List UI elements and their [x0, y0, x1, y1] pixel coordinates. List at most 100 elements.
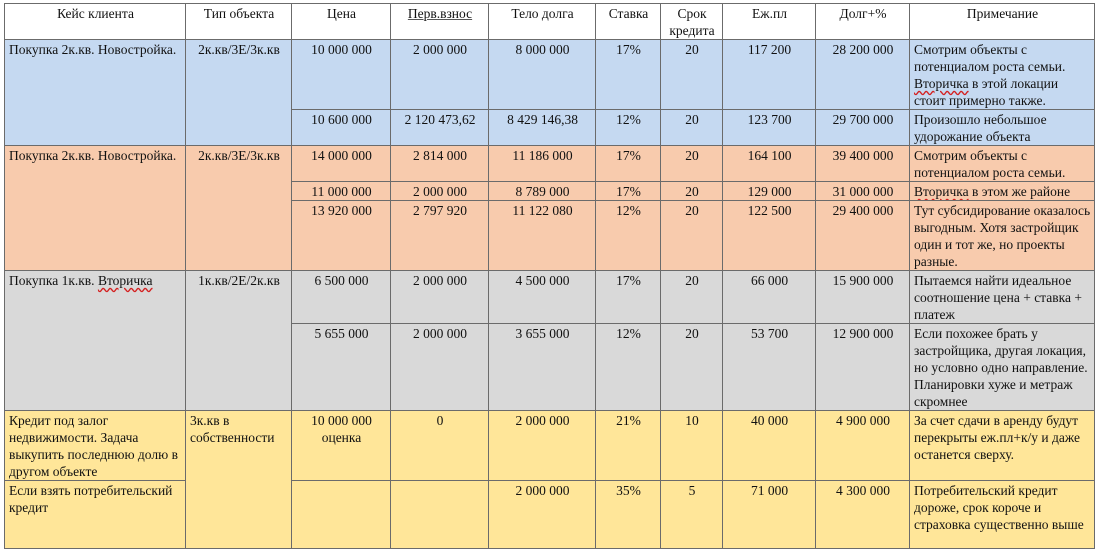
rate-cell: 21%: [595, 410, 661, 481]
note-cell: Смотрим объекты с потенциалом роста семь…: [909, 39, 1095, 110]
header-case: Кейс клиента: [4, 3, 186, 40]
rate-cell: 17%: [595, 270, 661, 324]
monthly-payment-cell: 40 000: [722, 410, 816, 481]
monthly-payment-cell: 129 000: [722, 181, 816, 201]
header-monthly-payment: Еж.пл: [722, 3, 816, 40]
note-cell: Произошло небольшое удорожание объекта: [909, 109, 1095, 146]
note-underlined-word: Вторичка: [914, 76, 969, 91]
monthly-payment-cell: 117 200: [722, 39, 816, 110]
case-cell: Если взять потребительский кредит: [4, 480, 186, 549]
note-cell: Тут субсидирование оказалось выгодным. Х…: [909, 200, 1095, 271]
rate-cell: 17%: [595, 145, 661, 182]
term-cell: 20: [660, 109, 723, 146]
note-underlined-word: Вторичка: [914, 184, 969, 199]
price-cell: 5 655 000: [291, 323, 391, 411]
down-payment-cell: 2 814 000: [390, 145, 489, 182]
price-cell: 6 500 000: [291, 270, 391, 324]
total-debt-cell: 4 900 000: [815, 410, 910, 481]
loan-body-cell: 2 000 000: [488, 410, 596, 481]
case-text: Покупка 1к.кв.: [9, 273, 98, 288]
table-row: Если взять потребительский кредит 2 000 …: [4, 480, 1095, 549]
loan-body-cell: 8 429 146,38: [488, 109, 596, 146]
header-total-debt: Долг+%: [815, 3, 910, 40]
total-debt-cell: 15 900 000: [815, 270, 910, 324]
note-cell: Пытаемся найти идеальное соотношение цен…: [909, 270, 1095, 324]
term-cell: 5: [660, 480, 723, 549]
down-payment-cell: 0: [390, 410, 489, 481]
rate-cell: 35%: [595, 480, 661, 549]
total-debt-cell: 29 700 000: [815, 109, 910, 146]
term-cell: 20: [660, 200, 723, 271]
note-text: в этом же районе: [968, 184, 1071, 199]
price-cell: [291, 480, 391, 549]
down-payment-cell: [390, 480, 489, 549]
loan-cases-table: Кейс клиента Тип объекта Цена Перв.взнос…: [4, 3, 1095, 549]
case-cell: Покупка 2к.кв. Новостройка.: [4, 145, 186, 271]
type-cell: 2к.кв/3Е/3к.кв: [185, 39, 292, 146]
price-cell: 10 000 000: [291, 39, 391, 110]
total-debt-cell: 29 400 000: [815, 200, 910, 271]
table-row: Кредит под залог недвижимости. Задача вы…: [4, 410, 1095, 549]
header-loan-body: Тело долга: [488, 3, 596, 40]
header-rate: Ставка: [595, 3, 661, 40]
header-row: Кейс клиента Тип объекта Цена Перв.взнос…: [4, 3, 1095, 40]
monthly-payment-cell: 122 500: [722, 200, 816, 271]
table-row: Покупка 1к.кв. Вторичка 1к.кв/2Е/2к.кв 6…: [4, 270, 1095, 411]
total-debt-cell: 12 900 000: [815, 323, 910, 411]
total-debt-cell: 4 300 000: [815, 480, 910, 549]
note-cell: Вторичка в этом же районе: [909, 181, 1095, 201]
monthly-payment-cell: 164 100: [722, 145, 816, 182]
loan-body-cell: 4 500 000: [488, 270, 596, 324]
header-term: Срок кредита: [660, 3, 723, 40]
monthly-payment-cell: 123 700: [722, 109, 816, 146]
case-cell: Покупка 1к.кв. Вторичка: [4, 270, 186, 411]
term-cell: 10: [660, 410, 723, 481]
note-cell: Потребительский кредит дороже, срок коро…: [909, 480, 1095, 549]
monthly-payment-cell: 53 700: [722, 323, 816, 411]
note-text: в этой локации стоит примерно также.: [914, 76, 1059, 108]
term-cell: 20: [660, 145, 723, 182]
total-debt-cell: 28 200 000: [815, 39, 910, 110]
note-cell: За счет сдачи в аренду будут перекрыты е…: [909, 410, 1095, 481]
type-cell: 2к.кв/3Е/3к.кв: [185, 145, 292, 271]
down-payment-cell: 2 120 473,62: [390, 109, 489, 146]
note-cell: Если похожее брать у застройщика, другая…: [909, 323, 1095, 411]
header-price: Цена: [291, 3, 391, 40]
note-cell: Смотрим объекты с потенциалом роста семь…: [909, 145, 1095, 182]
loan-body-cell: 8 000 000: [488, 39, 596, 110]
rate-cell: 12%: [595, 200, 661, 271]
down-payment-cell: 2 000 000: [390, 39, 489, 110]
down-payment-cell: 2 000 000: [390, 323, 489, 411]
term-cell: 20: [660, 270, 723, 324]
type-cell: 1к.кв/2Е/2к.кв: [185, 270, 292, 411]
total-debt-cell: 31 000 000: [815, 181, 910, 201]
total-debt-cell: 39 400 000: [815, 145, 910, 182]
case-underlined-word: Вторичка: [97, 273, 153, 288]
case-cell: Покупка 2к.кв. Новостройка.: [4, 39, 186, 146]
table-row: 10 600 000 2 120 473,62 8 429 146,38 12%…: [4, 109, 1095, 146]
header-note: Примечание: [909, 3, 1095, 40]
monthly-payment-cell: 71 000: [722, 480, 816, 549]
price-cell: 10 000 000 оценка: [291, 410, 391, 481]
type-cell: 3к.кв в собственности: [185, 410, 292, 549]
down-payment-cell: 2 000 000: [390, 181, 489, 201]
note-text: Смотрим объекты с потенциалом роста семь…: [914, 42, 1066, 74]
loan-body-cell: 3 655 000: [488, 323, 596, 411]
term-cell: 20: [660, 181, 723, 201]
case-cell: Кредит под залог недвижимости. Задача вы…: [4, 410, 186, 481]
table-row: Покупка 2к.кв. Новостройка. 2к.кв/3Е/3к.…: [4, 39, 1095, 146]
term-cell: 20: [660, 323, 723, 411]
price-cell: 10 600 000: [291, 109, 391, 146]
price-cell: 11 000 000: [291, 181, 391, 201]
down-payment-cell: 2 797 920: [390, 200, 489, 271]
rate-cell: 12%: [595, 109, 661, 146]
table-row: 13 920 000 2 797 920 11 122 080 12% 20 1…: [4, 200, 1095, 271]
header-down-payment: Перв.взнос: [390, 3, 489, 40]
header-type: Тип объекта: [185, 3, 292, 40]
loan-body-cell: 2 000 000: [488, 480, 596, 549]
loan-body-cell: 11 122 080: [488, 200, 596, 271]
monthly-payment-cell: 66 000: [722, 270, 816, 324]
rate-cell: 17%: [595, 39, 661, 110]
loan-body-cell: 11 186 000: [488, 145, 596, 182]
term-cell: 20: [660, 39, 723, 110]
